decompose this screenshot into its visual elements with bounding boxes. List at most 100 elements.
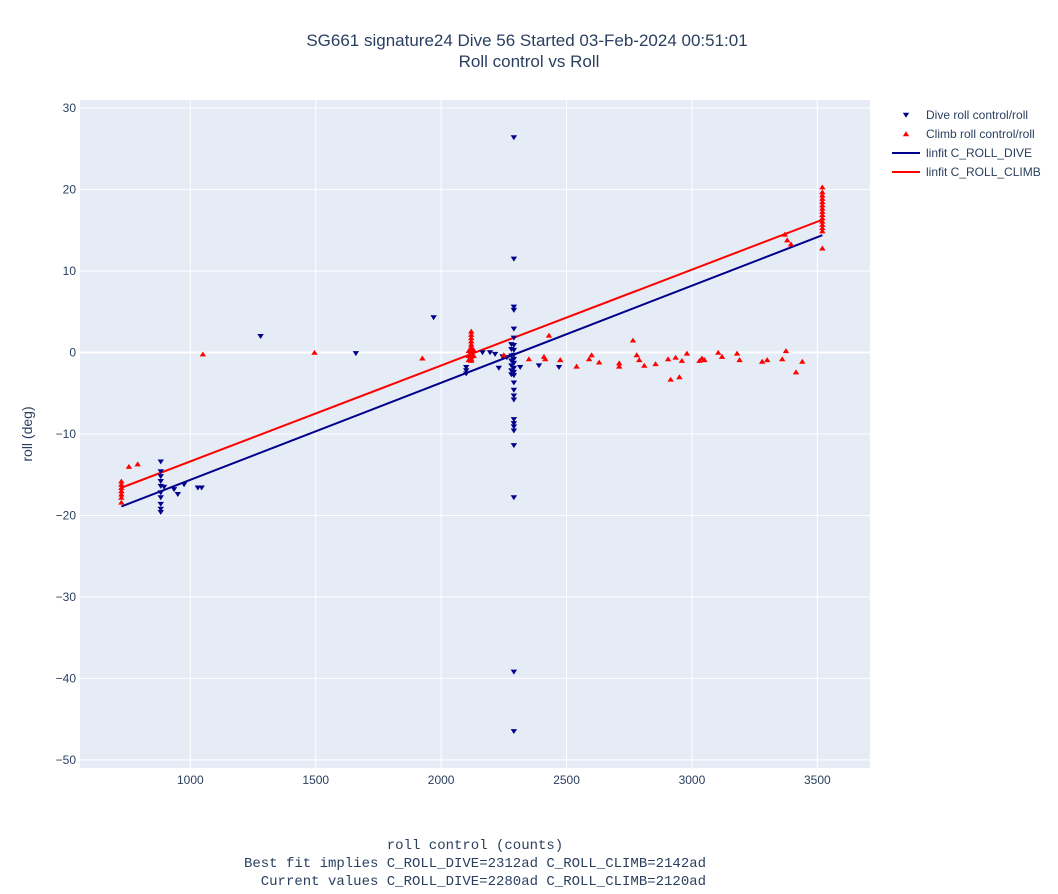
- dive-point: [491, 351, 499, 357]
- dive-point: [157, 479, 164, 484]
- climb-point: [616, 363, 623, 369]
- legend-item[interactable]: Climb roll control/roll: [902, 127, 1035, 141]
- dive-point: [157, 490, 164, 496]
- dive-point: [535, 363, 543, 369]
- climb-point: [792, 369, 800, 375]
- current-values-note: Current values C_ROLL_DIVE=2280ad C_ROLL…: [244, 874, 706, 890]
- dive-point: [510, 373, 518, 379]
- climb-point: [667, 376, 674, 382]
- dive-point: [510, 424, 518, 430]
- x-tick-label: 3500: [804, 773, 831, 787]
- climb-point: [819, 225, 826, 231]
- dive-point: [510, 393, 518, 399]
- climb-point: [736, 357, 743, 363]
- legend-item[interactable]: Dive roll control/roll: [902, 108, 1028, 122]
- dive-point: [510, 428, 518, 434]
- climb-point: [819, 202, 826, 208]
- climb-point: [585, 356, 593, 362]
- dive-point: [510, 380, 518, 386]
- dive-point: [180, 482, 188, 488]
- dive-point: [170, 487, 178, 493]
- dive-point: [510, 356, 518, 362]
- legend-label: Dive roll control/roll: [926, 108, 1028, 122]
- climb-point: [799, 358, 806, 364]
- climb-point: [718, 353, 726, 359]
- dive-point: [510, 342, 518, 348]
- dive-point: [510, 443, 518, 449]
- dive-point: [157, 474, 164, 480]
- climb-point: [678, 357, 686, 363]
- x-tick-label: 3000: [679, 773, 706, 787]
- dive-point: [510, 307, 518, 313]
- x-tick-label: 1000: [177, 773, 204, 787]
- dive-point: [510, 326, 518, 332]
- climb-point: [118, 499, 125, 505]
- climb-point: [500, 352, 508, 358]
- dive-point: [510, 256, 518, 262]
- climb-point: [763, 357, 771, 363]
- dive-point: [479, 350, 486, 356]
- x-tick-label: 2500: [553, 773, 580, 787]
- y-tick-label: 20: [63, 183, 77, 197]
- dive-point: [157, 501, 164, 507]
- dive-point: [160, 484, 168, 490]
- dive-point: [510, 417, 518, 423]
- climb-point: [784, 237, 791, 243]
- climb-point: [819, 205, 826, 211]
- x-tick-label: 2000: [428, 773, 455, 787]
- climb-point: [311, 349, 318, 355]
- climb-point: [588, 352, 595, 358]
- climb-point: [636, 357, 643, 363]
- climb-point: [676, 374, 683, 380]
- dive-point: [257, 334, 264, 339]
- climb-point: [419, 355, 426, 361]
- dive-point: [510, 495, 518, 501]
- climb-point: [557, 357, 564, 363]
- climb-point: [118, 481, 125, 487]
- climb-point: [781, 231, 788, 237]
- climb-point: [468, 338, 475, 344]
- climb-point: [819, 192, 826, 198]
- fit-line: [121, 234, 823, 508]
- legend-label: linfit C_ROLL_CLIMB: [926, 165, 1041, 179]
- climb-point: [672, 354, 679, 360]
- dive-point: [510, 304, 518, 310]
- climb-point: [641, 362, 648, 368]
- dive-point: [510, 335, 518, 341]
- legend-label: Climb roll control/roll: [926, 127, 1035, 141]
- dive-point: [174, 492, 182, 498]
- climb-point: [819, 221, 826, 227]
- climb-point: [118, 485, 125, 491]
- climb-point: [468, 331, 475, 337]
- dive-point: [510, 729, 518, 735]
- dive-point: [495, 365, 503, 371]
- climb-point: [701, 357, 708, 363]
- climb-point: [819, 218, 826, 224]
- legend-item[interactable]: linfit C_ROLL_CLIMB: [892, 165, 1041, 179]
- dive-point: [516, 364, 524, 370]
- traces: [118, 135, 826, 735]
- climb-point: [779, 356, 786, 362]
- y-axis-label: roll (deg): [19, 406, 35, 461]
- climb-point: [470, 353, 477, 359]
- dive-point: [486, 350, 494, 356]
- climb-point: [616, 360, 623, 366]
- dive-point: [430, 315, 437, 321]
- dive-point: [463, 364, 470, 370]
- dive-point: [198, 485, 205, 491]
- climb-point: [199, 351, 207, 357]
- dive-point: [555, 364, 563, 370]
- chart-title: SG661 signature24 Dive 56 Started 03-Feb…: [306, 31, 747, 50]
- legend-marker-swatch: [902, 131, 910, 137]
- climb-point: [819, 189, 826, 195]
- climb-point: [468, 335, 475, 341]
- climb-point: [118, 491, 125, 497]
- legend[interactable]: Dive roll control/roll Climb roll control…: [892, 108, 1041, 179]
- climb-point: [468, 328, 475, 334]
- dive-point: [157, 506, 164, 512]
- legend-label: linfit C_ROLL_DIVE: [926, 146, 1032, 160]
- legend-item[interactable]: linfit C_ROLL_DIVE: [892, 146, 1032, 160]
- climb-point: [819, 212, 826, 218]
- dive-point: [157, 459, 164, 465]
